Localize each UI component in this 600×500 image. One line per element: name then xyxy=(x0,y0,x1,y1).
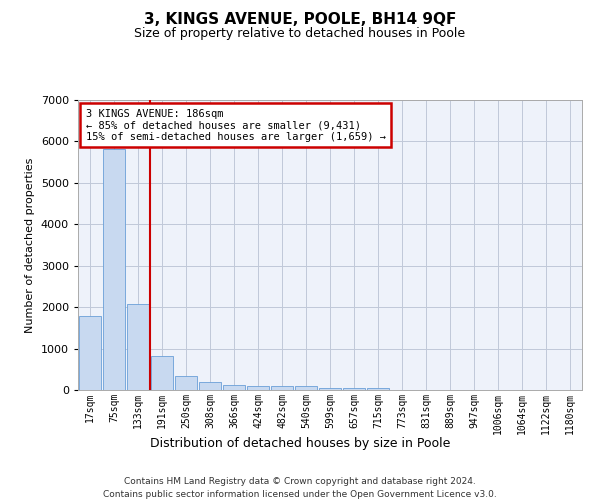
Bar xyxy=(319,388,341,390)
Bar xyxy=(295,386,317,390)
Text: Contains HM Land Registry data © Crown copyright and database right 2024.: Contains HM Land Registry data © Crown c… xyxy=(124,478,476,486)
Text: Distribution of detached houses by size in Poole: Distribution of detached houses by size … xyxy=(150,438,450,450)
Text: Size of property relative to detached houses in Poole: Size of property relative to detached ho… xyxy=(134,28,466,40)
Bar xyxy=(367,388,389,390)
Bar xyxy=(103,149,125,390)
Bar xyxy=(343,388,365,390)
Bar xyxy=(79,316,101,390)
Bar xyxy=(223,385,245,390)
Bar xyxy=(247,386,269,390)
Text: 3 KINGS AVENUE: 186sqm
← 85% of detached houses are smaller (9,431)
15% of semi-: 3 KINGS AVENUE: 186sqm ← 85% of detached… xyxy=(86,108,386,142)
Bar xyxy=(127,304,149,390)
Y-axis label: Number of detached properties: Number of detached properties xyxy=(25,158,35,332)
Text: Contains public sector information licensed under the Open Government Licence v3: Contains public sector information licen… xyxy=(103,490,497,499)
Bar xyxy=(199,382,221,390)
Bar xyxy=(175,376,197,390)
Bar xyxy=(271,386,293,390)
Bar xyxy=(151,356,173,390)
Text: 3, KINGS AVENUE, POOLE, BH14 9QF: 3, KINGS AVENUE, POOLE, BH14 9QF xyxy=(144,12,456,28)
